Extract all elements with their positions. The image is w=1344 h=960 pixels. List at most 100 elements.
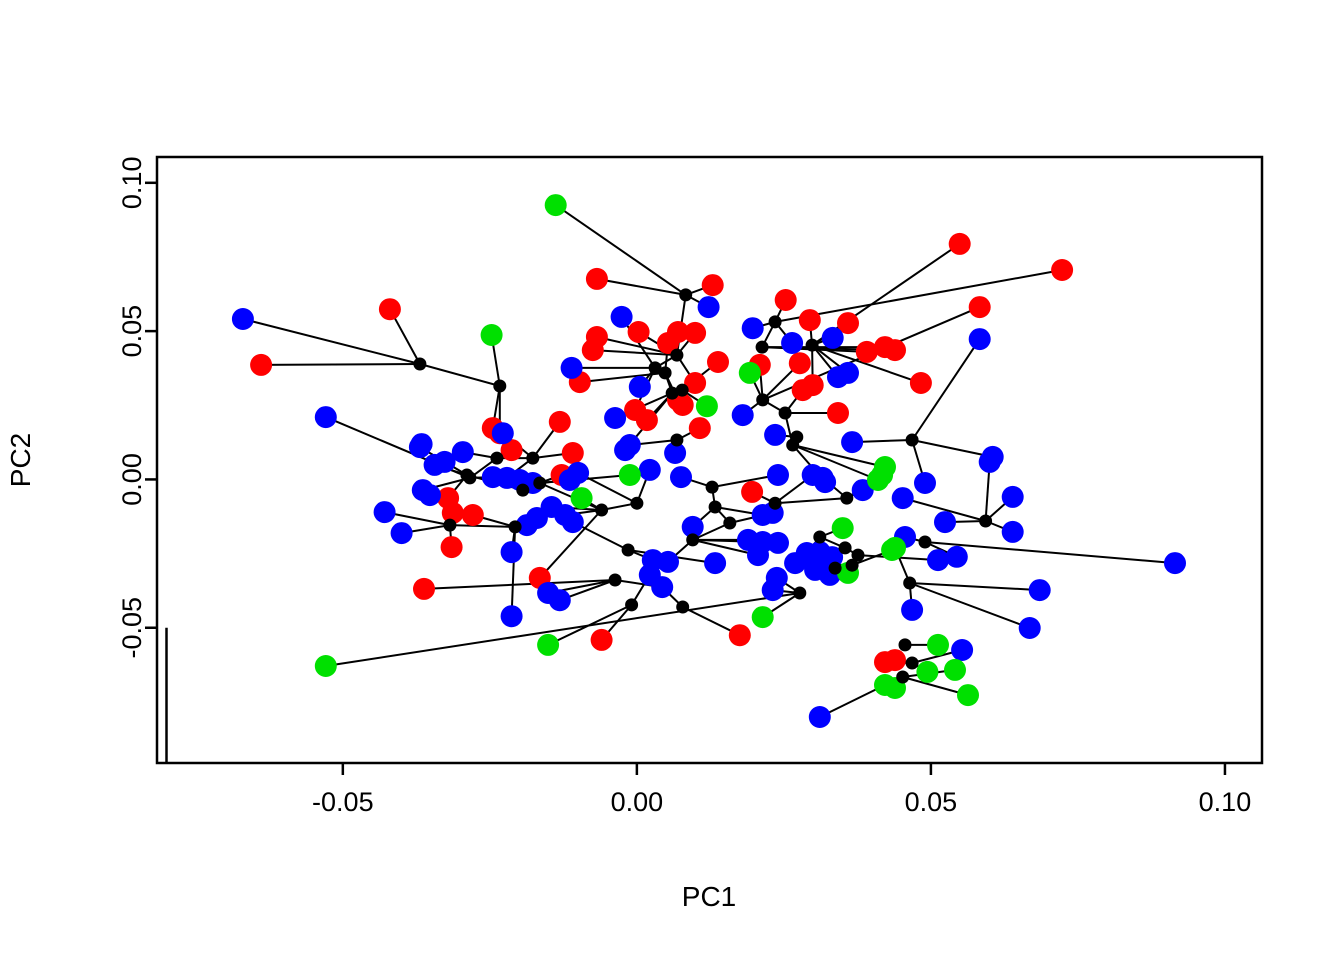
data-point-black-nodes: [851, 548, 865, 562]
data-point-blue: [945, 545, 968, 568]
data-point-blue: [764, 423, 787, 446]
data-point-red: [968, 296, 991, 319]
group-red: [250, 232, 1074, 674]
data-point-black-nodes: [460, 468, 474, 482]
data-point-black-nodes: [778, 406, 792, 420]
data-point-red: [728, 624, 751, 647]
data-point-black-nodes: [768, 315, 782, 329]
data-point-blue: [808, 706, 831, 728]
data-point-black-nodes: [526, 451, 540, 465]
data-point-blue: [231, 308, 254, 330]
data-point-blue: [767, 464, 789, 486]
data-point-blue: [638, 458, 661, 481]
data-point-black-nodes: [413, 357, 427, 371]
y-tick-label: 0.05: [117, 305, 147, 358]
connector-segment: [555, 204, 687, 296]
data-point-black-nodes: [625, 598, 639, 612]
x-tick-label: -0.05: [312, 787, 374, 817]
data-point-red: [461, 504, 484, 526]
x-tick-label: 0.10: [1199, 787, 1252, 817]
data-point-red: [585, 267, 608, 290]
data-point-black-nodes: [979, 514, 993, 528]
connector-segment: [775, 497, 847, 505]
y-tick-label: 0.00: [117, 453, 147, 506]
data-point-red: [684, 372, 707, 394]
data-point-red: [837, 312, 859, 335]
connector-segment: [579, 371, 666, 384]
data-point-green: [314, 655, 337, 677]
data-point-blue: [697, 296, 720, 319]
data-point-blue: [451, 441, 474, 464]
data-point-black-nodes: [705, 480, 719, 494]
plot-box: [155, 155, 1264, 765]
data-point-blue: [610, 305, 633, 328]
data-point-blue: [560, 356, 583, 379]
data-point-red: [590, 628, 613, 651]
data-point-blue: [1164, 552, 1186, 575]
data-point-black-nodes: [648, 361, 662, 375]
x-axis-title: PC1: [682, 881, 736, 912]
data-point-black-nodes: [828, 561, 842, 575]
data-point-blue: [423, 453, 446, 476]
data-point-blue: [761, 579, 784, 602]
data-point-blue: [614, 439, 637, 462]
data-point-blue: [628, 375, 651, 398]
axes-layer: [155, 155, 1264, 765]
x-tick-label: 0.05: [905, 787, 958, 817]
data-point-blue: [390, 522, 413, 545]
connector-segment: [909, 582, 1040, 592]
data-point-red: [774, 289, 797, 311]
y-tick-label: 0.10: [117, 157, 147, 210]
data-point-red: [791, 379, 814, 402]
connector-segment: [547, 603, 633, 646]
data-point-red: [627, 321, 650, 343]
tick-layer: -0.05 0.00 0.05 0.10 -0.05 0.00 0.05 0.10: [117, 157, 1251, 817]
data-point-red: [788, 352, 811, 375]
connector-segment: [539, 509, 603, 579]
data-point-black-nodes: [903, 576, 917, 590]
data-point-black-nodes: [896, 670, 910, 684]
data-point-blue: [968, 328, 991, 351]
data-point-black-nodes: [723, 516, 737, 530]
data-point-black-nodes: [840, 491, 854, 505]
data-point-black-nodes: [608, 573, 622, 587]
data-point-blue: [567, 461, 590, 484]
data-point-red: [684, 321, 707, 344]
data-point-blue: [1018, 617, 1041, 639]
data-point-blue: [837, 361, 859, 384]
data-point-red: [441, 501, 464, 524]
data-point-green: [751, 606, 774, 629]
x-tick-label: 0.00: [611, 787, 664, 817]
data-point-green: [871, 464, 894, 486]
connector-segment: [811, 344, 922, 384]
data-point-blue: [914, 472, 936, 494]
data-point-red: [741, 480, 764, 503]
connector-segment: [774, 269, 1063, 323]
connector-segment: [692, 522, 731, 541]
data-point-black-nodes: [443, 518, 457, 532]
data-point-black-nodes: [686, 533, 700, 547]
data-point-blue: [670, 466, 692, 489]
data-point-green: [544, 194, 567, 217]
data-point-red: [909, 372, 932, 394]
data-point-blue: [657, 550, 679, 573]
data-point-red: [827, 402, 849, 424]
data-point-black-nodes: [658, 366, 672, 380]
points-layer: [231, 194, 1186, 728]
data-point-blue: [821, 326, 844, 349]
data-point-blue: [934, 511, 956, 534]
data-point-green: [480, 324, 503, 346]
data-point-blue: [681, 515, 704, 538]
data-point-black-nodes: [493, 379, 507, 393]
connector-segment: [792, 444, 879, 481]
y-tick-label: -0.05: [117, 597, 147, 659]
connector-segment: [449, 524, 516, 528]
data-point-red: [378, 298, 401, 321]
data-point-blue: [927, 549, 949, 572]
connector-segment: [911, 439, 993, 458]
connector-segment: [924, 541, 1176, 565]
data-point-black-nodes: [813, 530, 827, 544]
data-point-black-nodes: [793, 586, 807, 600]
data-point-blue: [500, 541, 523, 564]
